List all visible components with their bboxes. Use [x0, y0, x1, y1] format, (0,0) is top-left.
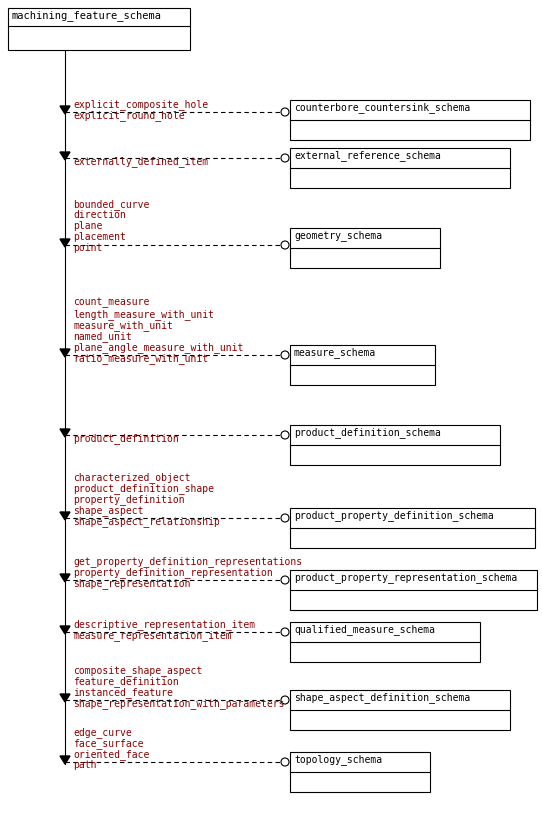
Text: placement: placement	[73, 232, 126, 242]
Circle shape	[281, 628, 289, 636]
Text: machining_feature_schema: machining_feature_schema	[12, 10, 162, 21]
Circle shape	[281, 108, 289, 116]
Text: point: point	[73, 243, 102, 253]
Text: named_unit: named_unit	[73, 331, 132, 342]
Text: direction: direction	[73, 210, 126, 220]
Text: plane_angle_measure_with_unit: plane_angle_measure_with_unit	[73, 342, 243, 353]
Bar	[290, 345, 435, 385]
Text: shape_aspect: shape_aspect	[73, 505, 144, 516]
Bar	[290, 690, 510, 730]
Circle shape	[281, 758, 289, 766]
Text: descriptive_representation_item: descriptive_representation_item	[73, 619, 255, 630]
Text: measure_schema: measure_schema	[294, 347, 376, 358]
Bar	[290, 570, 537, 610]
Text: external_reference_schema: external_reference_schema	[294, 150, 441, 161]
Text: qualified_measure_schema: qualified_measure_schema	[294, 624, 435, 635]
Text: plane: plane	[73, 221, 102, 231]
Text: product_definition: product_definition	[73, 433, 179, 444]
Text: topology_schema: topology_schema	[294, 754, 382, 765]
Text: product_property_representation_schema: product_property_representation_schema	[294, 572, 517, 583]
Text: oriented_face: oriented_face	[73, 749, 150, 760]
Text: ratio_measure_with_unit: ratio_measure_with_unit	[73, 353, 208, 364]
Polygon shape	[60, 694, 70, 702]
Text: product_property_definition_schema: product_property_definition_schema	[294, 510, 494, 521]
Polygon shape	[60, 756, 70, 764]
Text: edge_curve: edge_curve	[73, 727, 132, 738]
Text: characterized_object: characterized_object	[73, 472, 190, 483]
Polygon shape	[60, 429, 70, 437]
Text: product_definition_schema: product_definition_schema	[294, 427, 441, 438]
Bar	[290, 100, 530, 140]
Text: externally_defined_item: externally_defined_item	[73, 156, 208, 167]
Text: path: path	[73, 760, 96, 770]
Text: explicit_round_hole: explicit_round_hole	[73, 110, 185, 121]
Text: face_surface: face_surface	[73, 738, 144, 749]
Text: shape_representation_with_parameters: shape_representation_with_parameters	[73, 698, 285, 709]
Text: product_definition_shape: product_definition_shape	[73, 483, 214, 494]
Polygon shape	[60, 626, 70, 634]
Text: instanced_feature: instanced_feature	[73, 687, 173, 698]
Bar	[290, 228, 440, 268]
Circle shape	[281, 514, 289, 522]
Text: counterbore_countersink_schema: counterbore_countersink_schema	[294, 102, 470, 113]
Circle shape	[281, 431, 289, 439]
Text: shape_aspect_relationship: shape_aspect_relationship	[73, 516, 220, 527]
Text: shape_aspect_definition_schema: shape_aspect_definition_schema	[294, 692, 470, 703]
Text: geometry_schema: geometry_schema	[294, 230, 382, 241]
Text: measure_representation_item: measure_representation_item	[73, 630, 231, 641]
Polygon shape	[60, 152, 70, 160]
Polygon shape	[60, 512, 70, 520]
Text: get_property_definition_representations: get_property_definition_representations	[73, 556, 302, 567]
Text: feature_definition: feature_definition	[73, 676, 179, 687]
Text: explicit_composite_hole: explicit_composite_hole	[73, 99, 208, 110]
Polygon shape	[60, 239, 70, 247]
Text: count_measure: count_measure	[73, 298, 150, 308]
Circle shape	[281, 576, 289, 584]
Text: property_definition_representation: property_definition_representation	[73, 567, 273, 578]
Bar	[290, 508, 535, 548]
Text: bounded_curve: bounded_curve	[73, 199, 150, 210]
Circle shape	[281, 351, 289, 359]
Text: composite_shape_aspect: composite_shape_aspect	[73, 665, 202, 676]
Text: shape_representation: shape_representation	[73, 578, 190, 589]
Text: length_measure_with_unit: length_measure_with_unit	[73, 309, 214, 320]
Circle shape	[281, 696, 289, 704]
Polygon shape	[60, 574, 70, 582]
Polygon shape	[60, 349, 70, 357]
Circle shape	[281, 154, 289, 162]
Circle shape	[281, 241, 289, 249]
Text: measure_with_unit: measure_with_unit	[73, 320, 173, 331]
Bar	[290, 425, 500, 465]
Text: property_definition: property_definition	[73, 494, 185, 505]
Bar	[290, 148, 510, 188]
Bar	[8, 8, 190, 50]
Polygon shape	[60, 106, 70, 114]
Bar	[290, 752, 430, 792]
Bar	[290, 622, 480, 662]
